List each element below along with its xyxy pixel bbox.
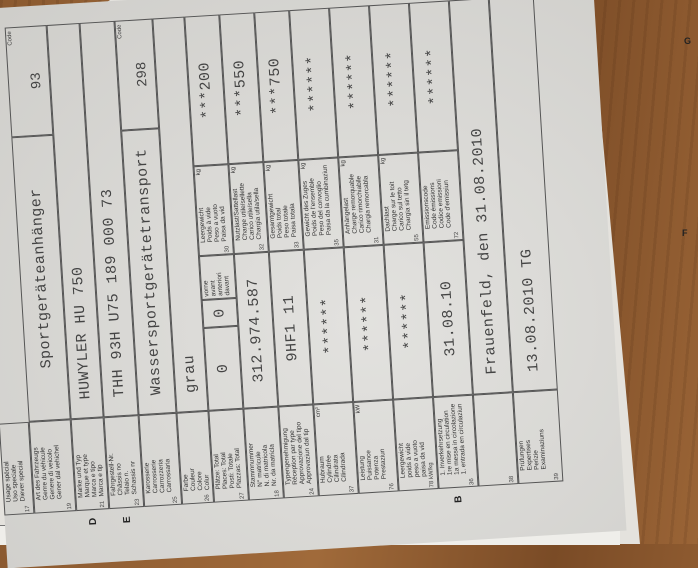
sub-field-label: Leergewicht Poids à vide Peso a vuoto Pa… bbox=[193, 164, 234, 257]
field-label: Typengenehmigung Réception par type Appr… bbox=[278, 404, 319, 499]
vehicle-registration-document: Usage spécial Uso speciale Diever specia… bbox=[0, 0, 627, 568]
field-number: 19 bbox=[66, 502, 74, 510]
seats-front-label: vorne avant anteriori davant bbox=[198, 254, 237, 301]
sub-field-label: Anhängelast Charge remorquable Carico ri… bbox=[338, 155, 384, 248]
edge-letter-f: F bbox=[682, 228, 688, 238]
field-label: Leistung Puissance Potenza Prestaziun 76 k… bbox=[353, 399, 399, 494]
sub-field-number: 72 bbox=[453, 231, 461, 239]
field-number: 18 bbox=[274, 489, 281, 497]
seats-front-value: 0 bbox=[201, 297, 239, 329]
field-number: 76 bbox=[389, 482, 396, 490]
field-number: 38 bbox=[508, 475, 516, 483]
sub-unit-label: kg bbox=[380, 157, 387, 165]
field-label: Fahrgestell-Nr. Châssis no Telaio n. Sch… bbox=[103, 415, 145, 510]
sub-unit-label: kg bbox=[300, 162, 307, 170]
sub-field-number: 55 bbox=[414, 233, 421, 241]
code-label: Code bbox=[6, 31, 14, 46]
field-label: Art des Fahrzeugs Genre du véhicule Gene… bbox=[28, 419, 77, 514]
field-label: 38 bbox=[472, 392, 519, 487]
field-number: 23 bbox=[134, 498, 142, 506]
field-number: 25 bbox=[172, 496, 179, 504]
sub-field-number: 33 bbox=[294, 241, 301, 249]
sub-field-number: 35 bbox=[334, 238, 341, 246]
field-label: Karosserie Carrosserie Carrozzeria Carro… bbox=[138, 412, 183, 507]
sub-unit-label: kg bbox=[195, 168, 203, 176]
field-label: Prüfungen Expertises Perizie Examinaziun… bbox=[512, 389, 564, 485]
section-letter: B bbox=[453, 495, 465, 504]
field-label: Plätze: Total Places: Total Posti: Total… bbox=[208, 408, 249, 503]
field-number: 21 bbox=[99, 500, 107, 508]
field-label: Marke und Typ Marque et type Marca e tip… bbox=[70, 417, 110, 512]
field-number: 36 bbox=[469, 478, 476, 486]
sub-unit-label: kg bbox=[340, 159, 347, 167]
sub-field-label: Dachlast Charge sur le toit Carico sul t… bbox=[378, 152, 424, 245]
code-cell: Code 298 bbox=[114, 18, 160, 131]
field-number: 17 bbox=[24, 505, 32, 513]
field-number: 24 bbox=[309, 487, 316, 495]
field-number: 39 bbox=[553, 472, 561, 480]
sub-field-number: 30 bbox=[224, 245, 231, 253]
sub-field-label: Gewicht des Zuges Poids de l'ensemble Pe… bbox=[298, 157, 344, 250]
field-label: 1. Inverkehrsetzung 1re mise en circulat… bbox=[433, 394, 479, 489]
field-label: Leergewicht poids à vide peso a vuoto pa… bbox=[393, 397, 439, 492]
field-number: 26 bbox=[204, 494, 211, 502]
code-value: 93 bbox=[28, 71, 46, 90]
sub-unit-label: kg bbox=[230, 166, 237, 174]
sub-field-number: 32 bbox=[259, 243, 266, 251]
unit-label: kW bbox=[355, 404, 362, 414]
sub-field-label: Emissionscode Code émissions Codice emis… bbox=[418, 150, 464, 243]
field-label: Hubraum Cylindrée Cilindrata Cilindrada 3… bbox=[313, 402, 359, 497]
section-letter: E bbox=[121, 516, 133, 524]
field-number: 37 bbox=[349, 485, 356, 493]
sub-unit-label: kg bbox=[265, 164, 272, 172]
code-value: 298 bbox=[134, 61, 152, 88]
section-letter: D bbox=[87, 517, 99, 526]
code-label: Code bbox=[116, 24, 124, 40]
sub-field-number: 31 bbox=[374, 236, 381, 244]
code-cell: Code 93 bbox=[4, 25, 54, 138]
unit-label: cm³ bbox=[315, 406, 323, 418]
field-label: Stammnummer N° matricule N. di matricola… bbox=[243, 406, 284, 501]
field-number: 78 kW/kg bbox=[427, 462, 436, 488]
sub-field-label: Gesamtgewicht Poids total Peso totale Pa… bbox=[263, 159, 304, 252]
sub-field-label: Nutzlast/Sattellast Charge utile/sellett… bbox=[228, 162, 269, 255]
seats-total-value: 0 bbox=[203, 325, 244, 411]
edge-letter-g: G bbox=[684, 36, 692, 46]
field-number: 27 bbox=[239, 492, 246, 500]
